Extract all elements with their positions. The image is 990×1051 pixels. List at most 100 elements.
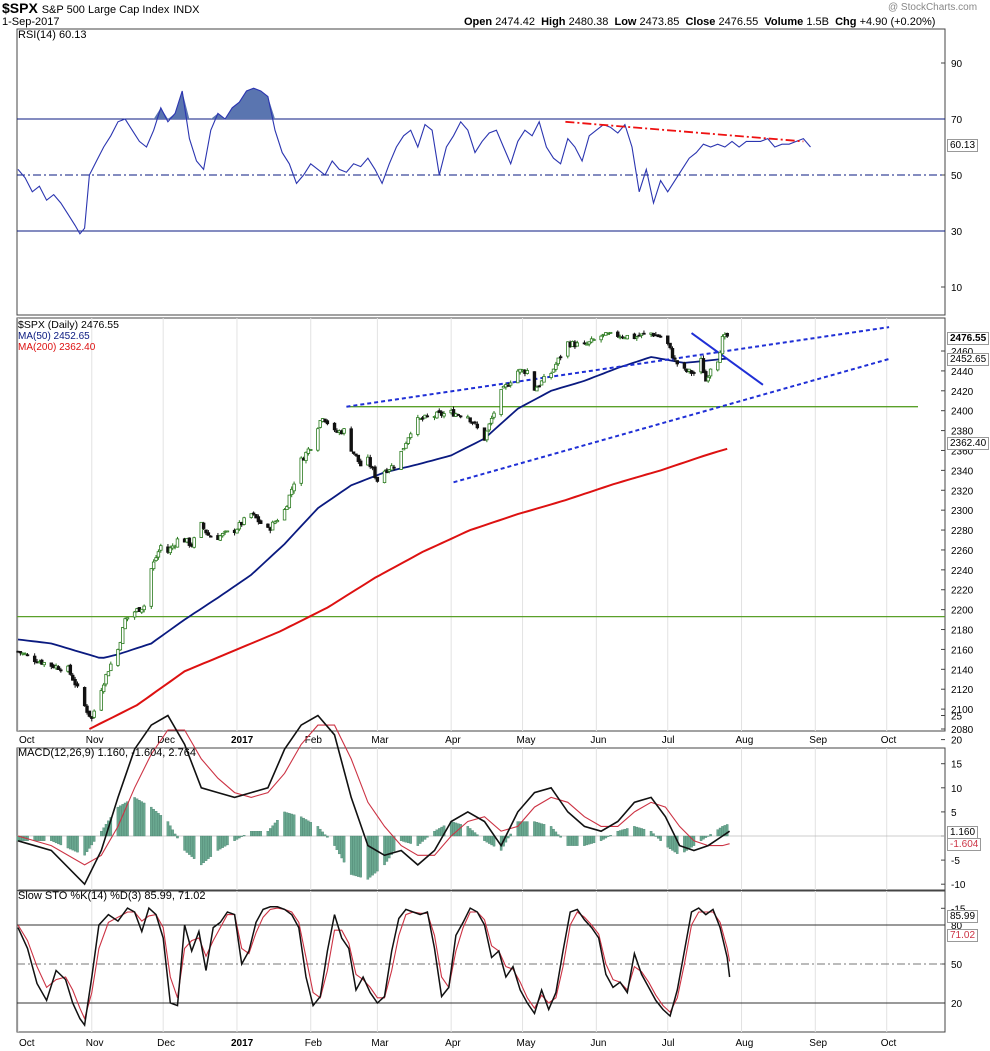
x-tick-label: Jun <box>590 735 606 746</box>
macd-signal-line <box>17 724 730 866</box>
macd-hist-bar <box>376 835 379 872</box>
macd-hist-bar <box>269 828 272 837</box>
macd-hist-bar <box>509 833 512 837</box>
macd-hist-bar <box>656 835 660 839</box>
watermark: @ StockCharts.com <box>888 2 978 13</box>
macd-hist-bar <box>292 814 296 837</box>
macd-hist-bar <box>426 835 429 838</box>
candle-body <box>485 430 489 441</box>
macd-hist-bar <box>173 833 177 837</box>
macd-hist-bar <box>352 835 355 876</box>
macd-hist-bar <box>223 835 227 847</box>
candle-body <box>382 470 387 484</box>
macd-hist-bar <box>466 826 470 837</box>
candle-body <box>316 428 320 451</box>
candle-body <box>718 352 722 363</box>
price-y-tick: 2260 <box>951 546 974 557</box>
macd-hist-bar <box>552 828 555 837</box>
macd-hist-bar <box>126 801 129 837</box>
macd-hist-bar <box>121 804 124 837</box>
macd-hist-bar <box>533 821 536 837</box>
candle-body <box>516 370 520 384</box>
macd-hist-bar <box>188 835 191 855</box>
candle-body <box>92 710 96 718</box>
macd-hist-bar <box>21 835 25 841</box>
macd-hist-bar <box>587 835 591 845</box>
x-tick-label-bottom: Dec <box>157 1038 175 1049</box>
candle-body <box>206 532 211 536</box>
ma50-line <box>17 356 728 659</box>
candle-body <box>209 535 213 538</box>
macd-hist-bar <box>288 813 291 837</box>
macd-hist-bar <box>200 835 203 866</box>
macd-hist-bar <box>699 835 703 841</box>
macd-hist-bar <box>526 821 529 837</box>
macd-hist-bar <box>654 835 658 837</box>
sto-y-tick: 20 <box>951 999 963 1010</box>
ma200-last-value: 2362.40 <box>947 437 990 450</box>
rsi-y-tick: 30 <box>951 227 963 238</box>
ohlc-readout: Open 2474.42 High 2480.38 Low 2473.85 Cl… <box>464 16 935 28</box>
candle-body <box>56 666 61 670</box>
macd-hist-bar <box>319 828 322 837</box>
candle-body <box>359 460 363 467</box>
macd-hist-bar <box>338 835 341 855</box>
candle-body <box>225 530 230 533</box>
macd-hist-bar <box>342 835 346 863</box>
macd-y-tick: 15 <box>951 760 963 771</box>
macd-hist-bar <box>468 828 472 837</box>
candle-body <box>708 368 713 377</box>
price-y-tick: 2120 <box>951 685 974 696</box>
macd-hist-bar <box>169 825 172 837</box>
macd-hist-bar <box>226 835 229 846</box>
sto-k-line <box>17 906 731 1028</box>
macd-hist-bar <box>523 821 527 837</box>
macd-hist-bar <box>621 829 624 837</box>
candle-body <box>625 334 629 340</box>
macd-hist-bar <box>438 828 441 837</box>
candle-body <box>87 710 92 717</box>
macd-hist-bar <box>307 820 310 837</box>
index-name: S&P 500 Large Cap Index <box>41 4 170 16</box>
macd-hist-bar <box>383 835 386 866</box>
macd-hist-bar <box>637 827 641 837</box>
macd-hist-bar <box>559 835 562 838</box>
candle-body <box>582 342 587 345</box>
macd-hist-bar <box>157 813 160 837</box>
candle-body <box>82 687 87 707</box>
macd-hist-bar <box>459 824 462 837</box>
candle-body <box>408 433 413 438</box>
candle-body <box>451 409 456 417</box>
macd-hist-bar <box>249 831 253 837</box>
macd-hist-bar <box>359 835 362 878</box>
candle-body <box>306 448 311 454</box>
candle-body <box>489 418 494 424</box>
macd-hist-bar <box>516 821 520 837</box>
macd-hist-bar <box>152 808 155 837</box>
macd-hist-bar <box>652 833 655 837</box>
macd-hist-bar <box>176 835 179 839</box>
candle-body <box>435 411 439 419</box>
macd-hist-bar <box>690 835 693 848</box>
x-tick-label-bottom: Oct <box>19 1038 35 1049</box>
macd-hist-bar <box>371 835 374 876</box>
rsi-line <box>17 87 811 235</box>
rsi-y-tick: 90 <box>951 59 963 70</box>
candle-body <box>566 341 570 357</box>
candle-body <box>537 385 541 388</box>
macd-hist-bar <box>554 831 558 837</box>
macd-hist-bar <box>221 835 224 848</box>
candle-body <box>68 664 73 675</box>
price-legend-ma200: MA(200) 2362.40 <box>18 342 96 353</box>
price-y-tick: 2280 <box>951 526 974 537</box>
macd-hist-bar <box>668 835 672 850</box>
candle-body <box>270 521 275 531</box>
candle-body <box>620 336 625 339</box>
x-tick-label-bottom: Apr <box>445 1038 461 1049</box>
candle-body <box>599 335 603 341</box>
candle-body <box>289 488 294 496</box>
candle-body <box>104 674 108 685</box>
candle-body <box>199 521 203 538</box>
candle-body <box>237 522 242 530</box>
macd-hist-bar <box>399 835 403 841</box>
